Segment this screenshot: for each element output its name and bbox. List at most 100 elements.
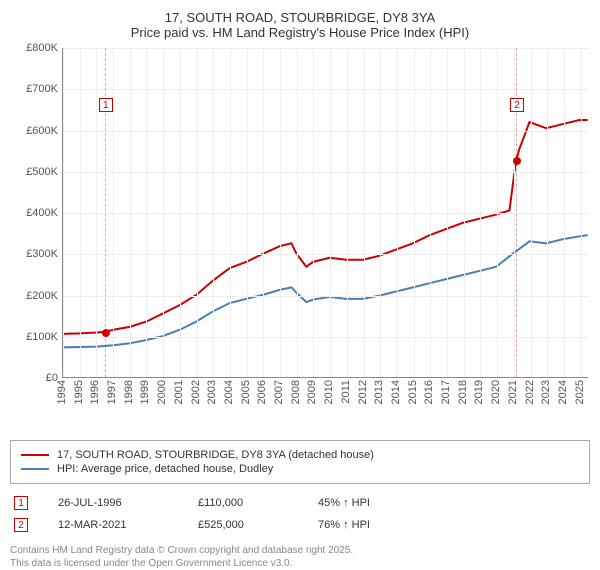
gridline-v (313, 48, 314, 377)
annotation-price: £525,000 (198, 519, 318, 531)
annotation-row: 2 12-MAR-2021£525,00076% ↑ HPI (10, 514, 590, 536)
x-tick-label: 2005 (240, 380, 252, 404)
gridline-h (63, 213, 588, 214)
y-tick-label: £500K (10, 166, 58, 178)
x-tick-label: 2020 (490, 380, 502, 404)
x-tick-label: 2019 (473, 380, 485, 404)
gridline-v (163, 48, 164, 377)
x-tick-label: 2022 (524, 380, 536, 404)
gridline-v (364, 48, 365, 377)
marker-label-box: 1 (99, 98, 113, 112)
x-tick-label: 2025 (574, 380, 586, 404)
annotation-date: 12-MAR-2021 (58, 519, 198, 531)
title-line2: Price paid vs. HM Land Registry's House … (10, 25, 590, 40)
x-tick-label: 2017 (440, 380, 452, 404)
x-tick-label: 2016 (423, 380, 435, 404)
y-tick-label: £700K (10, 83, 58, 95)
x-tick-label: 2011 (340, 380, 352, 404)
annotation-date: 26-JUL-1996 (58, 497, 198, 509)
x-tick-label: 2010 (323, 380, 335, 404)
x-tick-label: 1996 (89, 380, 101, 404)
series-line-hpi (63, 235, 587, 347)
gridline-v (180, 48, 181, 377)
x-tick-label: 2004 (223, 380, 235, 404)
x-tick-label: 1999 (139, 380, 151, 404)
legend-swatch (21, 454, 49, 456)
x-tick-label: 1997 (106, 380, 118, 404)
gridline-v (581, 48, 582, 377)
marker-label-box: 2 (510, 98, 524, 112)
annotation-table: 1 26-JUL-1996£110,00045% ↑ HPI 2 12-MAR-202… (10, 492, 590, 536)
annotation-index-box: 2 (14, 518, 28, 532)
gridline-v (213, 48, 214, 377)
gridline-v (230, 48, 231, 377)
x-tick-label: 2001 (173, 380, 185, 404)
gridline-v (197, 48, 198, 377)
x-tick-label: 2015 (407, 380, 419, 404)
gridline-h (63, 131, 588, 132)
gridline-v (297, 48, 298, 377)
legend-label: 17, SOUTH ROAD, STOURBRIDGE, DY8 3YA (de… (57, 449, 374, 461)
annotation-pct: 76% ↑ HPI (318, 519, 438, 531)
plot-area: 12 (62, 48, 588, 378)
gridline-h (63, 254, 588, 255)
y-tick-label: £0 (10, 372, 58, 384)
y-tick-label: £300K (10, 248, 58, 260)
gridline-v (330, 48, 331, 377)
gridline-v (113, 48, 114, 377)
gridline-v (547, 48, 548, 377)
annotation-pct: 45% ↑ HPI (318, 497, 438, 509)
y-tick-label: £400K (10, 207, 58, 219)
gridline-v (146, 48, 147, 377)
gridline-v (80, 48, 81, 377)
title-block: 17, SOUTH ROAD, STOURBRIDGE, DY8 3YA Pri… (10, 10, 590, 40)
gridline-v (96, 48, 97, 377)
gridline-v (397, 48, 398, 377)
gridline-v (347, 48, 348, 377)
chart-container: 17, SOUTH ROAD, STOURBRIDGE, DY8 3YA Pri… (0, 0, 600, 560)
series-line-price_paid (63, 120, 587, 334)
title-line1: 17, SOUTH ROAD, STOURBRIDGE, DY8 3YA (10, 10, 590, 25)
x-tick-label: 2024 (557, 380, 569, 404)
x-tick-label: 1998 (123, 380, 135, 404)
gridline-h (63, 48, 588, 49)
gridline-h (63, 337, 588, 338)
annotation-index-box: 1 (14, 496, 28, 510)
x-tick-label: 2021 (507, 380, 519, 404)
x-tick-label: 2023 (540, 380, 552, 404)
legend: 17, SOUTH ROAD, STOURBRIDGE, DY8 3YA (de… (10, 440, 590, 484)
gridline-v (531, 48, 532, 377)
x-tick-label: 2006 (256, 380, 268, 404)
footer-line2: This data is licensed under the Open Gov… (10, 557, 590, 570)
legend-item: 17, SOUTH ROAD, STOURBRIDGE, DY8 3YA (de… (21, 449, 579, 461)
annotation-price: £110,000 (198, 497, 318, 509)
gridline-v (564, 48, 565, 377)
gridline-h (63, 89, 588, 90)
x-tick-label: 2002 (190, 380, 202, 404)
x-tick-label: 2008 (290, 380, 302, 404)
annotation-row: 1 26-JUL-1996£110,00045% ↑ HPI (10, 492, 590, 514)
gridline-v (497, 48, 498, 377)
gridline-v (63, 48, 64, 377)
legend-swatch (21, 468, 49, 470)
x-tick-label: 2003 (206, 380, 218, 404)
x-tick-label: 2009 (306, 380, 318, 404)
footer-attribution: Contains HM Land Registry data © Crown c… (10, 544, 590, 570)
legend-item: HPI: Average price, detached house, Dudl… (21, 463, 579, 475)
gridline-v (414, 48, 415, 377)
x-tick-label: 2000 (156, 380, 168, 404)
gridline-v (263, 48, 264, 377)
gridline-v (430, 48, 431, 377)
x-tick-label: 1995 (73, 380, 85, 404)
y-tick-label: £100K (10, 331, 58, 343)
x-tick-label: 2007 (273, 380, 285, 404)
x-tick-label: 2012 (357, 380, 369, 404)
gridline-v (280, 48, 281, 377)
gridline-h (63, 172, 588, 173)
footer-line1: Contains HM Land Registry data © Crown c… (10, 544, 590, 557)
gridline-v (247, 48, 248, 377)
gridline-v (480, 48, 481, 377)
x-tick-label: 2018 (457, 380, 469, 404)
x-tick-label: 1994 (56, 380, 68, 404)
y-tick-label: £600K (10, 125, 58, 137)
